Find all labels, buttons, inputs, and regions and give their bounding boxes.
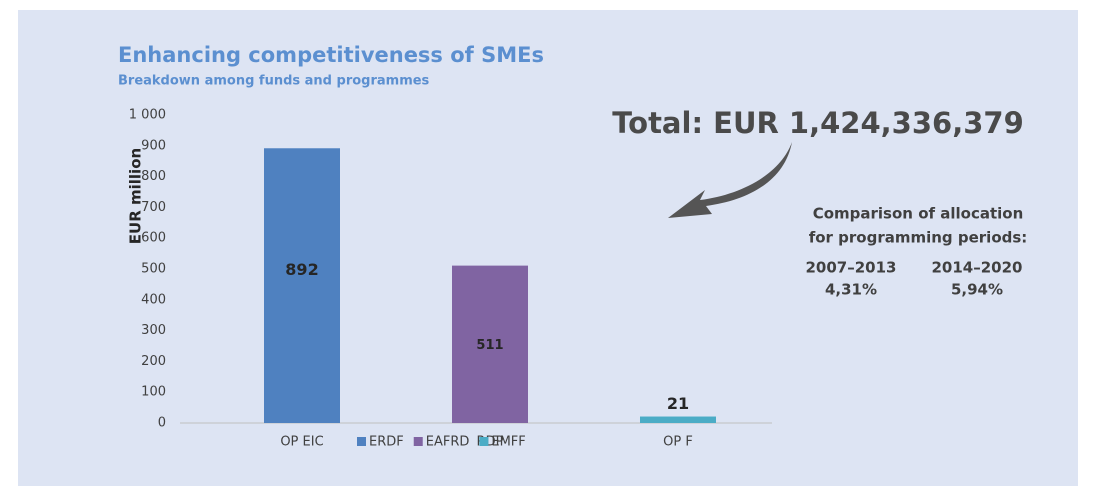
y-tick-label: 500 [141, 262, 166, 277]
y-tick-label: 1 000 [129, 108, 166, 123]
y-tick-label: 300 [141, 323, 166, 338]
legend-swatch [479, 437, 489, 446]
y-tick-label: 900 [141, 138, 166, 153]
y-tick-label: 400 [141, 292, 166, 307]
y-tick-label: 800 [141, 169, 166, 184]
period-value: 4,31% [825, 281, 877, 299]
chart-title: Enhancing competitiveness of SMEs [118, 43, 544, 67]
data-label: 21 [667, 394, 689, 413]
period-label: 2014–2020 [932, 259, 1023, 277]
total-annotation: Total: EUR 1,424,336,379 [612, 106, 1024, 140]
legend-swatch [413, 437, 423, 446]
y-axis-label: EUR million [127, 148, 145, 244]
y-tick-label: 0 [158, 416, 166, 431]
bar [452, 265, 528, 423]
x-tick-label: OP F [663, 435, 693, 450]
data-label: 892 [285, 260, 318, 279]
legend-swatch [357, 437, 366, 446]
chart-subtitle: Breakdown among funds and programmes [118, 74, 430, 89]
panel [18, 10, 1078, 486]
comparison-text: Comparison of allocation [813, 205, 1024, 223]
period-value: 5,94% [951, 281, 1003, 299]
legend-label: EAFRD [426, 435, 470, 450]
y-tick-label: 600 [141, 231, 166, 246]
y-tick-label: 100 [141, 385, 166, 400]
legend-label: EMFF [491, 435, 525, 450]
data-label: 511 [476, 338, 503, 353]
arrow [668, 142, 792, 218]
legend-label: ERDF [369, 435, 404, 450]
y-tick-label: 700 [141, 200, 166, 215]
period-label: 2007–2013 [806, 259, 897, 277]
comparison-text: for programming periods: [809, 229, 1028, 247]
x-tick-label: OP EIC [280, 435, 323, 450]
y-tick-label: 200 [141, 354, 166, 369]
bar [264, 148, 340, 423]
bar [640, 416, 716, 423]
